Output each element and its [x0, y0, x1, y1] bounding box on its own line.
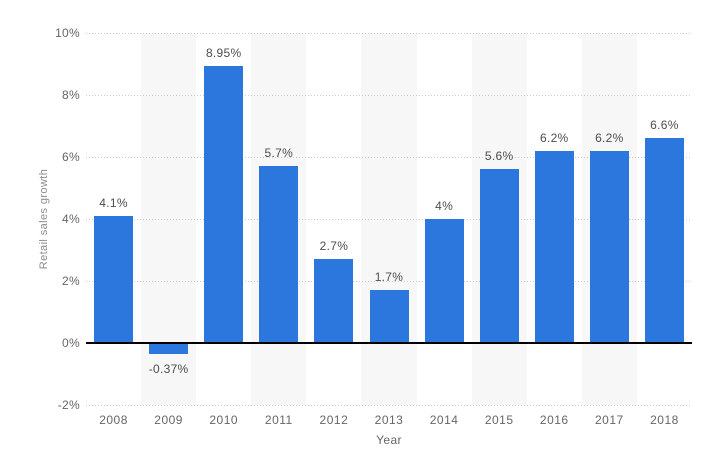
gridline-4% [86, 219, 692, 220]
bar-value-label-2016: 6.2% [539, 130, 569, 145]
bar-value-label-2018: 6.6% [650, 118, 679, 133]
bar-2018[interactable] [644, 138, 684, 343]
bar-2010[interactable] [204, 65, 244, 343]
x-tick-2012: 2012 [319, 413, 349, 427]
bar-value-label-2009: -0.37% [148, 362, 189, 377]
x-tick-2014: 2014 [429, 413, 459, 427]
y-tick-10%: 10% [55, 26, 80, 40]
bar-2008[interactable] [94, 215, 134, 343]
x-tick-2013: 2013 [374, 413, 404, 427]
zero-baseline [86, 342, 692, 344]
gridline-10% [86, 33, 692, 34]
plot-area: 4.1% -0.37% 8.95% 5.7% 2.7% 1.7% 4% 5.6% 6.2% 6.2… [86, 33, 692, 406]
x-tick-2008: 2008 [99, 413, 128, 427]
y-tick-2%: 2% [62, 274, 80, 288]
y-tick-4%: 4% [62, 212, 80, 226]
gridline--2% [86, 405, 692, 406]
x-tick-2018: 2018 [650, 413, 679, 427]
y-tick--2%: -2% [57, 398, 80, 412]
x-tick-2015: 2015 [484, 413, 514, 427]
bar-2016[interactable] [534, 150, 574, 343]
gridline-6% [86, 157, 692, 158]
bar-value-label-2008: 4.1% [99, 195, 128, 210]
y-tick-6%: 6% [62, 150, 80, 164]
bar-value-label-2013: 1.7% [374, 270, 404, 285]
x-axis-title: Year [376, 433, 402, 447]
bar-2014[interactable] [424, 219, 464, 343]
bar-value-label-2014: 4% [435, 199, 454, 213]
y-tick-0%: 0% [62, 336, 80, 350]
x-tick-2009: 2009 [154, 413, 183, 427]
bar-2013[interactable] [369, 290, 409, 343]
bar-value-label-2010: 8.95% [205, 45, 242, 60]
bar-value-label-2015: 5.6% [484, 149, 514, 164]
x-tick-2017: 2017 [595, 413, 624, 427]
gridline-8% [86, 95, 692, 96]
bar-value-label-2012: 2.7% [319, 239, 349, 254]
gridline-2% [86, 281, 692, 282]
bar-2015[interactable] [479, 169, 519, 343]
bar-2009[interactable] [149, 343, 189, 355]
x-tick-2016: 2016 [539, 413, 569, 427]
bar-2012[interactable] [314, 259, 354, 343]
y-tick-8%: 8% [62, 88, 80, 102]
bar-value-label-2011: 5.7% [264, 146, 294, 161]
bar-2011[interactable] [259, 166, 299, 343]
bar-value-label-2017: 6.2% [595, 130, 624, 145]
x-tick-2010: 2010 [209, 413, 239, 427]
x-tick-2011: 2011 [264, 413, 293, 427]
bar-2017[interactable] [589, 150, 629, 343]
